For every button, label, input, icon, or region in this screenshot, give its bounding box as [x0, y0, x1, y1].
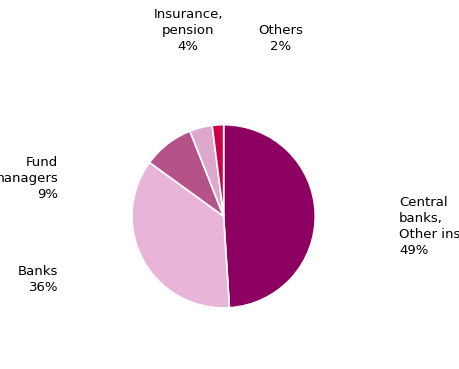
- Wedge shape: [190, 125, 223, 216]
- Wedge shape: [223, 125, 314, 308]
- Text: Insurance,
pension
4%: Insurance, pension 4%: [153, 8, 222, 54]
- Text: Banks
36%: Banks 36%: [18, 265, 58, 294]
- Text: Fund
managers
9%: Fund managers 9%: [0, 156, 58, 201]
- Wedge shape: [132, 162, 229, 308]
- Wedge shape: [149, 131, 223, 216]
- Text: Others
2%: Others 2%: [258, 24, 302, 54]
- Wedge shape: [212, 125, 223, 216]
- Text: Central
banks,
Other inst.
49%: Central banks, Other inst. 49%: [398, 196, 459, 257]
